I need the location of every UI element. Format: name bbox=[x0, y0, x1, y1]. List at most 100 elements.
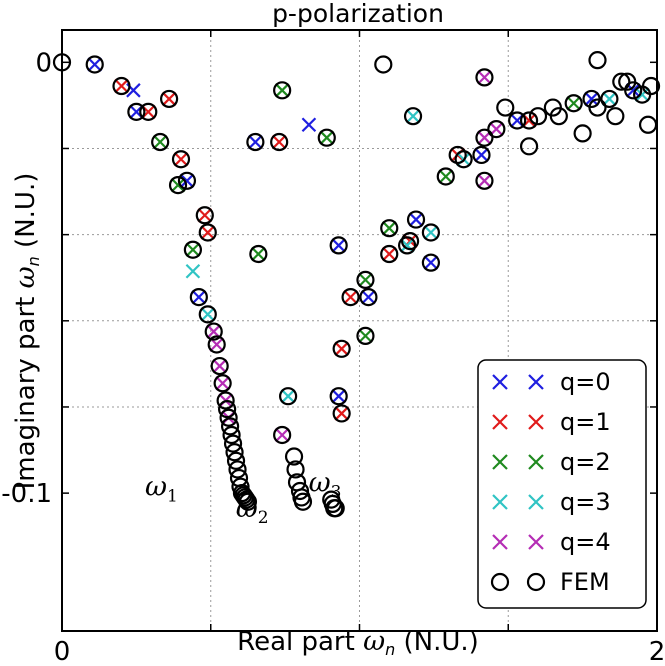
legend-marker-1-0 bbox=[492, 414, 508, 430]
point-fem-14 bbox=[198, 305, 217, 324]
point-q3-4 bbox=[423, 225, 439, 240]
legend-item-2: q=2 bbox=[492, 448, 611, 476]
point-fem-88 bbox=[573, 124, 592, 143]
point-q1-6 bbox=[271, 134, 287, 150]
point-q0-5 bbox=[179, 173, 195, 189]
x-axis-subscript: n bbox=[385, 640, 395, 659]
point-q1-5 bbox=[200, 225, 216, 240]
point-fem-71 bbox=[475, 128, 494, 147]
x-axis-symbol: ω bbox=[363, 626, 385, 657]
point-fem-80 bbox=[600, 89, 619, 109]
point-fem-8 bbox=[168, 175, 188, 195]
point-q1-8 bbox=[334, 341, 349, 357]
point-fem-50 bbox=[332, 339, 351, 358]
point-fem-35 bbox=[246, 132, 265, 152]
y-axis-symbol: ω bbox=[10, 266, 41, 288]
point-q1-4 bbox=[197, 207, 213, 223]
x-tick-label-1: 2 bbox=[649, 637, 665, 666]
legend-label-3: q=3 bbox=[560, 488, 611, 516]
point-fem-60 bbox=[380, 244, 399, 264]
point-fem-20 bbox=[218, 400, 237, 419]
point-q3-7 bbox=[634, 87, 650, 102]
point-q4-6 bbox=[274, 427, 290, 443]
point-fem-90 bbox=[519, 137, 539, 156]
point-fem-48 bbox=[329, 236, 348, 255]
point-fem-22 bbox=[220, 417, 240, 436]
point-fem-75 bbox=[519, 111, 539, 130]
point-fem-13 bbox=[189, 288, 208, 307]
point-q0-0 bbox=[87, 57, 103, 72]
legend-box bbox=[477, 359, 647, 609]
y-axis-subscript: n bbox=[24, 256, 43, 266]
point-fem-11 bbox=[198, 223, 217, 242]
point-fem-76 bbox=[528, 107, 548, 126]
point-fem-52 bbox=[332, 404, 351, 423]
point-q2-9 bbox=[438, 169, 454, 184]
point-fem-70 bbox=[472, 145, 491, 165]
y-axis-unit: (N.U.) bbox=[11, 173, 41, 248]
point-q2-2 bbox=[185, 242, 201, 257]
legend-item-5: FEM bbox=[490, 568, 610, 596]
point-fem-2 bbox=[112, 76, 131, 96]
data-points bbox=[52, 51, 661, 518]
chart-title: p-polarization bbox=[272, 0, 444, 28]
point-fem-21 bbox=[219, 408, 238, 427]
point-fem-34 bbox=[238, 492, 258, 511]
legend-label-0: q=0 bbox=[560, 368, 611, 396]
point-q2-8 bbox=[358, 328, 373, 344]
point-fem-62 bbox=[400, 232, 420, 251]
point-fem-10 bbox=[195, 206, 214, 225]
point-fem-59 bbox=[356, 270, 375, 289]
point-fem-65 bbox=[421, 253, 440, 272]
point-fem-17 bbox=[210, 356, 229, 376]
omega-annotation-1: ω1 bbox=[145, 472, 178, 507]
point-fem-25 bbox=[225, 443, 244, 462]
point-q0-8 bbox=[361, 289, 376, 305]
point-fem-67 bbox=[436, 167, 455, 186]
point-fem-24 bbox=[223, 434, 243, 453]
point-q3-2 bbox=[280, 388, 296, 404]
point-fem-61 bbox=[380, 219, 399, 238]
point-fem-39 bbox=[279, 387, 298, 406]
point-q0-10 bbox=[408, 212, 424, 227]
point-fem-19 bbox=[216, 391, 235, 410]
point-fem-15 bbox=[204, 322, 223, 341]
point-q2-6 bbox=[358, 272, 373, 288]
point-fem-3 bbox=[127, 102, 146, 121]
point-q2-3 bbox=[251, 246, 266, 262]
legend-marker-1-1 bbox=[528, 414, 544, 430]
legend-marker-3-1 bbox=[528, 494, 544, 510]
point-q1-10 bbox=[381, 246, 397, 262]
annotations: ω1 ω2 ω3 bbox=[145, 467, 341, 528]
point-fem-37 bbox=[273, 81, 292, 100]
x-axis-unit: (N.U.) bbox=[404, 627, 479, 657]
point-q3-0 bbox=[185, 263, 201, 279]
point-fem-85 bbox=[612, 72, 631, 91]
axis-ticks: 0 2 0 -0.1 bbox=[1, 30, 665, 666]
point-fem-56 bbox=[326, 499, 345, 518]
x-tick-label-0: 0 bbox=[54, 637, 71, 666]
point-fem-6 bbox=[151, 132, 170, 152]
point-fem-72 bbox=[475, 171, 494, 190]
point-fem-46 bbox=[293, 492, 313, 511]
point-q1-2 bbox=[161, 91, 177, 107]
point-fem-32 bbox=[235, 488, 255, 507]
point-q2-4 bbox=[274, 83, 290, 98]
point-fem-40 bbox=[273, 425, 292, 445]
point-q4-2 bbox=[212, 358, 227, 374]
point-q0-6 bbox=[191, 289, 207, 305]
point-q0-14 bbox=[584, 91, 599, 107]
point-fem-47 bbox=[317, 128, 336, 147]
point-q2-5 bbox=[319, 130, 335, 145]
legend-marker-5-0 bbox=[490, 572, 510, 592]
point-fem-93 bbox=[374, 55, 393, 74]
point-fem-73 bbox=[487, 119, 506, 139]
point-fem-57 bbox=[359, 288, 378, 307]
point-fem-66 bbox=[421, 223, 440, 242]
point-fem-18 bbox=[213, 374, 232, 393]
point-fem-89 bbox=[549, 107, 568, 126]
legend-item-1: q=1 bbox=[492, 408, 611, 436]
point-fem-38 bbox=[270, 132, 289, 152]
point-fem-64 bbox=[406, 210, 426, 229]
